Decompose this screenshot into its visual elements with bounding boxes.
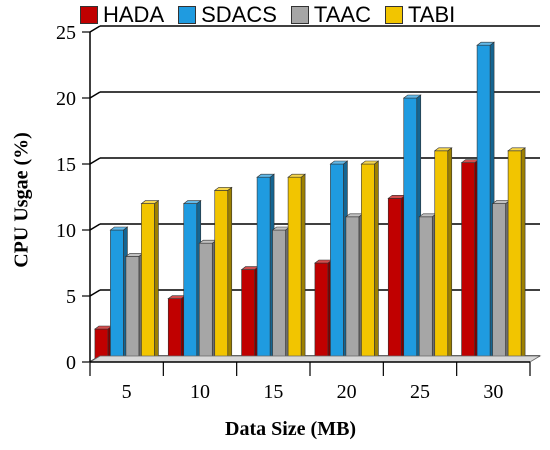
gridline-diag-15 [89,157,101,165]
bar-taac-25 [418,213,438,363]
bar-hada-10 [167,295,187,363]
axes: 0 5 10 15 20 25 5 10 15 20 25 30 [56,22,542,403]
y-tick-label: 25 [56,22,76,44]
legend-swatch-hada [80,6,98,24]
bar-sdacs-15 [256,173,275,363]
legend-item-hada: HADA [80,2,164,28]
bar-tabi-5 [140,200,160,363]
bar-tabi-10 [213,186,233,363]
legend-item-tabi: TABI [384,2,456,28]
bar-tabi-25 [433,147,453,363]
bar-tabi-15 [287,173,306,363]
bar-sdacs-25 [402,94,422,363]
x-tick-label: 15 [263,381,283,403]
bar-hada-20 [314,259,333,363]
legend-swatch-sdacs [178,6,197,24]
legend-item-sdacs: SDACS [178,2,277,28]
bar-sdacs-20 [329,160,349,363]
gridline-diag-5 [89,289,101,297]
x-tick-label: 20 [337,381,357,403]
legend-label-taac: TAAC [313,2,371,27]
chart-floor [88,355,542,363]
x-tick-label: 5 [122,381,132,403]
x-tick-label: 10 [190,381,210,403]
bar-taac-20 [345,213,364,363]
legend-swatch-taac [290,6,309,24]
legend-label-hada: HADA [103,2,165,27]
bar-taac-30 [491,200,511,363]
y-axis-title: CPU Usgae (%) [10,132,33,268]
bar-taac-5 [125,252,144,363]
gridline-diag-20 [89,91,101,99]
bar-sdacs-5 [109,226,129,363]
gridline-diag-25 [89,25,101,33]
y-tick-label: 5 [66,286,76,308]
gridline-diag-10 [89,223,101,231]
x-tick-label: 30 [483,381,503,403]
y-tick-label: 20 [56,88,76,110]
bar-tabi-30 [507,147,526,363]
legend-item-taac: TAAC [290,2,371,28]
x-tick-label: 25 [410,381,430,403]
bar-taac-15 [271,226,291,363]
bar-sdacs-30 [476,41,495,363]
y-tick-label: 15 [56,154,76,176]
legend-swatch-tabi [384,6,403,24]
y-tick-label: 0 [66,352,76,374]
bar-taac-10 [198,239,218,363]
legend-label-sdacs: SDACS [201,2,277,27]
legend-label-tabi: TABI [407,2,456,27]
y-tick-label: 10 [56,220,76,242]
bar-hada-25 [387,194,407,363]
bar-hada-15 [240,266,260,363]
legend: HADA SDACS TAAC TABI [80,2,469,28]
x-axis-title: Data Size (MB) [225,418,357,440]
bar-sdacs-10 [182,200,202,363]
bar-tabi-20 [360,160,380,363]
bar-hada-30 [460,159,480,363]
bars [94,41,526,363]
